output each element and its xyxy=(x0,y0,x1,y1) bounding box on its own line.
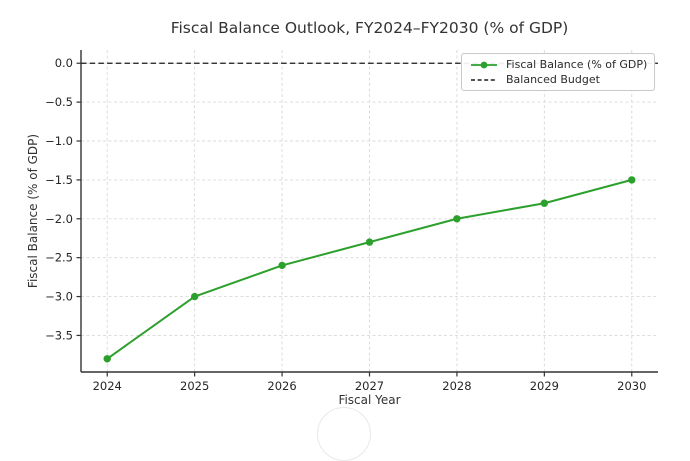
watermark-circle xyxy=(317,407,371,461)
x-tick-label: 2026 xyxy=(267,379,296,393)
figure: Fiscal Balance Outlook, FY2024–FY2030 (%… xyxy=(26,19,658,461)
x-tick-label: 2030 xyxy=(617,379,646,393)
y-tick-label: −3.0 xyxy=(45,290,73,304)
x-tick-label: 2029 xyxy=(530,379,559,393)
data-point xyxy=(453,215,461,223)
x-tick-label: 2027 xyxy=(355,379,384,393)
data-point xyxy=(278,261,286,270)
y-tick-label: −1.5 xyxy=(45,173,73,187)
x-tick-label: 2028 xyxy=(442,379,471,393)
data-point xyxy=(365,238,374,246)
y-tick-label: −1.0 xyxy=(45,134,73,148)
legend-series-label: Fiscal Balance (% of GDP) xyxy=(506,58,648,71)
y-tick-label: −2.0 xyxy=(45,212,73,226)
series-line-sample-icon xyxy=(471,61,497,68)
chart-title: Fiscal Balance Outlook, FY2024–FY2030 (%… xyxy=(170,19,569,37)
dashed-line-sample-icon xyxy=(471,78,497,81)
x-axis-label: Fiscal Year xyxy=(338,393,401,407)
y-tick-label: −0.5 xyxy=(45,95,73,109)
plot-area: 2024 2025 2026 2027 2028 2029 2030 0.0 −0.5 −1.0 −… xyxy=(45,50,658,393)
legend-entry-series: Fiscal Balance (% of GDP) xyxy=(470,57,648,72)
legend-baseline-label: Balanced Budget xyxy=(506,73,600,86)
data-point xyxy=(540,199,549,207)
x-tick-label: 2025 xyxy=(180,379,209,393)
data-point xyxy=(190,292,199,301)
legend-entry-baseline: Balanced Budget xyxy=(470,72,646,87)
data-point xyxy=(103,355,111,363)
data-point xyxy=(628,176,636,184)
x-tick-label: 2024 xyxy=(93,379,122,393)
y-tick-label: −3.5 xyxy=(45,328,73,342)
y-tick-label: 0.0 xyxy=(55,56,73,70)
legend: Fiscal Balance (% of GDP) Balanced Budge… xyxy=(461,53,655,91)
y-tick-label: −2.5 xyxy=(45,251,73,265)
